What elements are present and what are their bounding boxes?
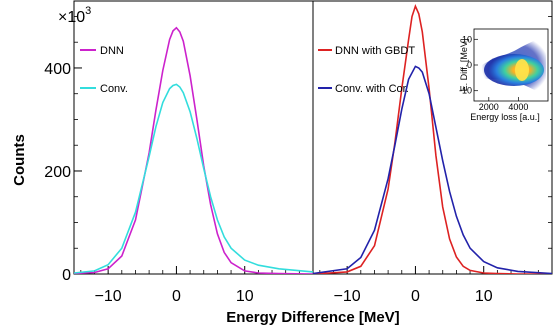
inset-x-tick-label: 4000 xyxy=(508,102,528,112)
heatmap-density xyxy=(478,36,546,96)
y-multiplier: ×103 xyxy=(58,5,91,26)
series-line-dnn xyxy=(74,26,313,274)
inset-y-tick-label: -10 xyxy=(459,86,472,96)
heatmap-core xyxy=(484,54,544,86)
left-y-tick-label: 400 xyxy=(44,61,71,78)
right-x-tick-label: 0 xyxy=(411,288,420,305)
inset-x-tick-label: 2000 xyxy=(479,102,499,112)
legend-label-dnn-gbdt: DNN with GBDT xyxy=(335,45,415,57)
inset-y-tick-label: 10 xyxy=(462,34,472,44)
left-x-tick-label: 10 xyxy=(236,288,254,305)
left-x-tick-label: −10 xyxy=(95,288,122,305)
inset-y-label: E. Diff. [MeV] xyxy=(459,39,469,92)
left-panel-frame xyxy=(73,0,314,275)
heatmap-peak xyxy=(515,59,529,81)
legend-label-conv-cor: Conv. with Cor. xyxy=(335,83,409,95)
left-y-tick-label: 200 xyxy=(44,164,71,181)
inset-y-tick-label: 0 xyxy=(467,60,472,70)
left-x-tick-label: 0 xyxy=(172,288,181,305)
x-axis-title: Energy Difference [MeV] xyxy=(226,309,399,326)
left-y-tick-label: 0 xyxy=(62,267,71,284)
legend-label-conv: Conv. xyxy=(100,83,128,95)
series-line-dnn-with-gbdt xyxy=(313,3,552,274)
inset-heatmap: 2000 4000 -10 0 10 E. Diff. [MeV] Energy los… xyxy=(459,27,550,123)
right-panel-frame xyxy=(312,0,553,275)
right-x-tick-label: −10 xyxy=(334,288,361,305)
right-x-tick-label: 10 xyxy=(475,288,493,305)
right-legend: DNN with GBDT Conv. with Cor. xyxy=(318,45,415,95)
inset-x-label: Energy loss [a.u.] xyxy=(470,112,540,122)
legend-label-dnn: DNN xyxy=(100,45,124,57)
y-axis-title: Counts xyxy=(11,134,28,186)
left-legend: DNN Conv. xyxy=(80,45,128,95)
series-line-conv-with-cor xyxy=(313,65,552,274)
series-line-conv xyxy=(74,83,313,274)
